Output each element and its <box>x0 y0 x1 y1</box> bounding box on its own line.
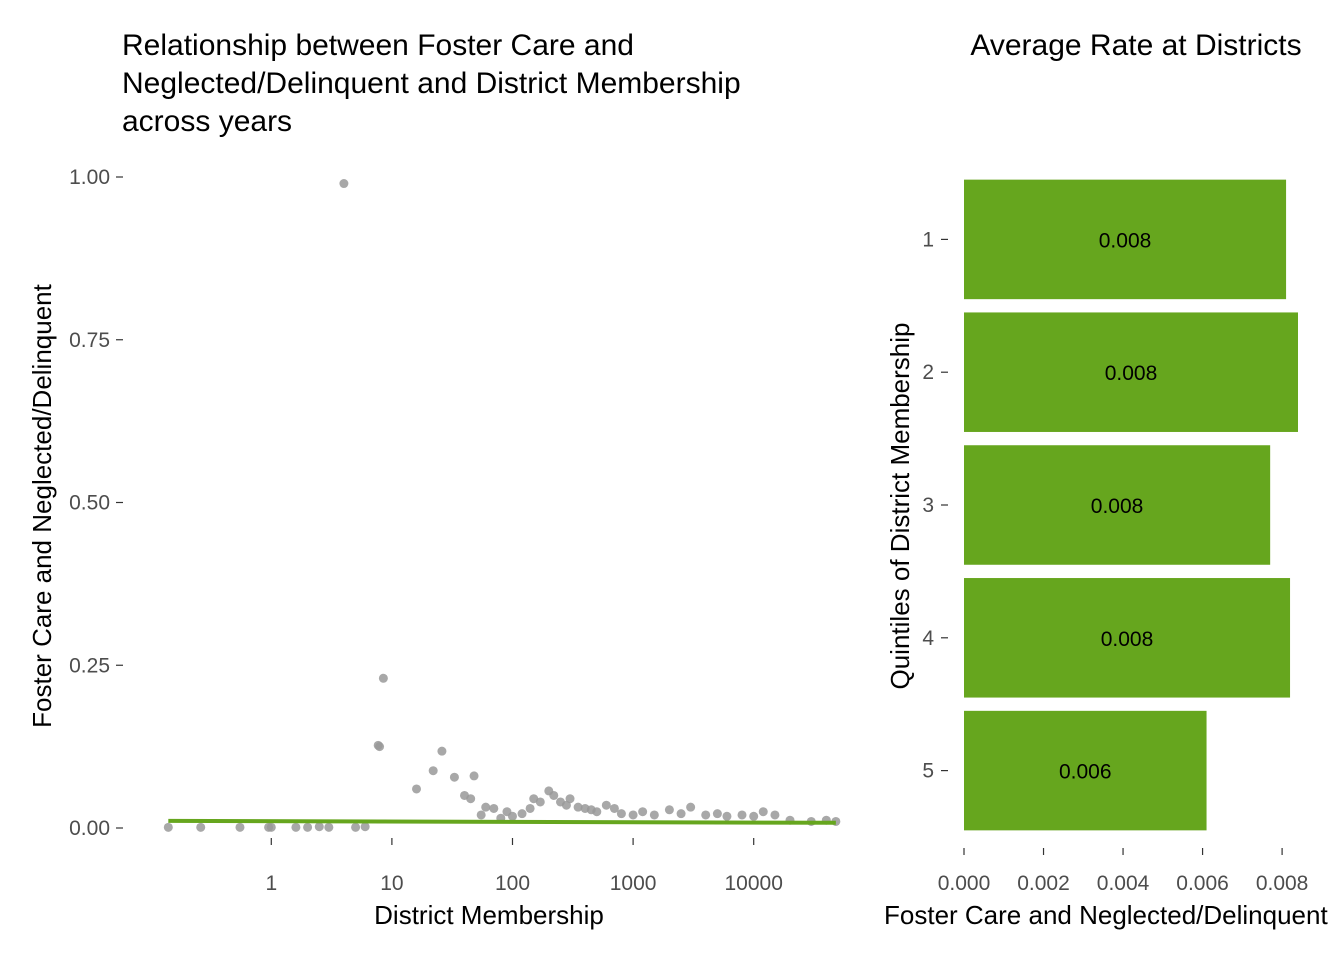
scatter-point <box>609 803 619 813</box>
scatter-point <box>638 807 648 817</box>
bar-title: Average Rate at Districts <box>970 29 1301 62</box>
scatter-x-tick-label: 1000 <box>610 872 657 895</box>
scatter-y-tick-label: 0.75 <box>69 329 110 352</box>
scatter-point <box>525 803 535 813</box>
scatter-point <box>535 797 545 807</box>
bar-x-tick-label: 0.006 <box>1176 872 1229 895</box>
scatter-title-line-3: across years <box>122 105 292 138</box>
scatter-point <box>449 772 459 782</box>
scatter-x-tick-label: 1 <box>265 872 277 895</box>
scatter-point <box>314 822 324 832</box>
scatter-point <box>517 809 527 819</box>
scatter-point <box>758 807 768 817</box>
scatter-point <box>196 822 206 832</box>
scatter-point <box>565 794 575 804</box>
scatter-point <box>749 811 759 821</box>
scatter-trend <box>168 818 836 825</box>
bar-y-tick-label: 5 <box>922 760 934 783</box>
scatter-point <box>163 822 173 832</box>
scatter-point <box>489 803 499 813</box>
bar-data-label: 0.008 <box>1105 362 1158 385</box>
scatter-point <box>628 810 638 820</box>
scatter-x-axis-title: District Membership <box>374 900 604 930</box>
bar-data-label: 0.008 <box>1101 628 1154 651</box>
bar-data-label: 0.006 <box>1059 761 1112 784</box>
bar-data-label: 0.008 <box>1099 229 1152 252</box>
scatter-panel: Relationship between Foster Care and Neg… <box>27 29 841 930</box>
bar-y-axis-title: Quintiles of District Membership <box>885 323 915 690</box>
bar-x-axis-title: Foster Care and Neglected/Delinquent <box>884 900 1328 930</box>
scatter-point <box>466 794 476 804</box>
scatter-point <box>686 802 696 812</box>
scatter-point <box>549 790 559 800</box>
scatter-point <box>507 811 517 821</box>
scatter-y-tick-label: 0.50 <box>69 492 110 515</box>
scatter-point <box>375 742 385 752</box>
scatter-x-axis: 1 10 100 1000 10000 <box>265 838 783 895</box>
bar <box>964 710 1207 831</box>
bar <box>964 445 1271 565</box>
bar-y-tick-label: 3 <box>922 494 934 517</box>
bar <box>964 179 1287 300</box>
bar-x-axis: 0.000 0.002 0.004 0.006 0.008 <box>938 848 1309 895</box>
scatter-point <box>428 766 438 776</box>
bar-bars: 0.008 0.008 0.008 0.008 0.006 <box>964 179 1298 831</box>
scatter-point <box>664 805 674 815</box>
scatter-point <box>360 822 370 832</box>
scatter-point <box>601 800 611 810</box>
bar-y-tick-label: 1 <box>922 228 934 251</box>
bar-x-tick-label: 0.008 <box>1256 872 1309 895</box>
bar-panel: Average Rate at Districts Quintiles of D… <box>884 29 1328 930</box>
bar-x-tick-label: 0.004 <box>1097 872 1150 895</box>
scatter-point <box>592 807 602 817</box>
scatter-y-tick-label: 1.00 <box>69 166 110 189</box>
scatter-point <box>266 822 276 832</box>
scatter-y-axis-title: Foster Care and Neglected/Delinquent <box>27 283 57 727</box>
scatter-trend-line <box>168 818 836 825</box>
bar <box>964 312 1298 432</box>
scatter-point <box>303 822 313 832</box>
scatter-point <box>235 822 245 832</box>
scatter-point <box>712 809 722 819</box>
scatter-point <box>351 822 361 832</box>
scatter-point <box>339 179 349 189</box>
scatter-point <box>481 802 491 812</box>
scatter-point <box>437 746 447 756</box>
scatter-point <box>722 811 732 821</box>
bar-x-tick-label: 0.000 <box>938 872 991 895</box>
scatter-points <box>163 179 841 832</box>
scatter-point <box>476 810 486 820</box>
scatter-y-tick-label: 0.25 <box>69 654 110 677</box>
bar-y-axis: 1 2 3 4 5 <box>922 228 948 783</box>
scatter-point <box>676 809 686 819</box>
scatter-point <box>378 673 388 683</box>
scatter-title-line-1: Relationship between Foster Care and <box>122 29 634 62</box>
scatter-point <box>412 784 422 794</box>
bar-y-tick-label: 2 <box>922 361 934 384</box>
scatter-point <box>701 810 711 820</box>
bar <box>964 578 1291 698</box>
scatter-point <box>469 771 479 781</box>
bar-x-tick-label: 0.002 <box>1017 872 1070 895</box>
scatter-point <box>573 802 583 812</box>
scatter-y-tick-label: 0.00 <box>69 817 110 840</box>
scatter-point <box>737 810 747 820</box>
bar-y-tick-label: 4 <box>922 627 934 650</box>
scatter-point <box>649 810 659 820</box>
scatter-x-tick-label: 10 <box>380 872 403 895</box>
scatter-x-tick-label: 100 <box>495 872 530 895</box>
scatter-point <box>291 822 301 832</box>
scatter-y-axis: 0.00 0.25 0.50 0.75 1.00 <box>69 166 123 840</box>
scatter-point <box>770 810 780 820</box>
scatter-point <box>616 809 626 819</box>
scatter-x-tick-label: 10000 <box>724 872 782 895</box>
scatter-point <box>324 822 334 832</box>
scatter-title-line-2: Neglected/Delinquent and District Member… <box>122 67 741 100</box>
bar-data-label: 0.008 <box>1091 495 1144 518</box>
